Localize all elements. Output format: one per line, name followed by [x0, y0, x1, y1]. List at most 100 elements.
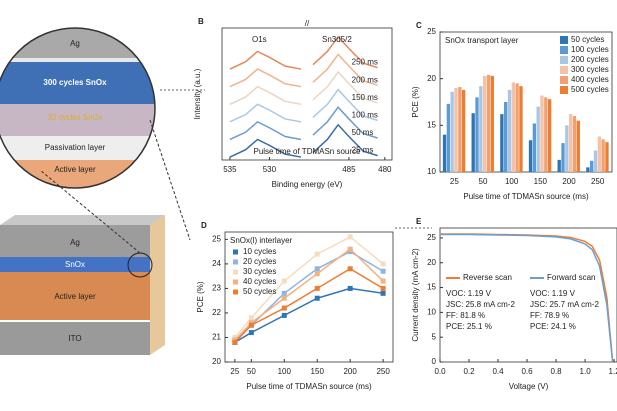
data-line — [312, 106, 378, 139]
bar — [486, 74, 491, 172]
bar — [461, 89, 466, 172]
series-label: 25 ms — [352, 146, 374, 155]
plot-frame — [439, 31, 613, 173]
legend-label: 30 cycles — [243, 267, 276, 276]
bar — [515, 83, 519, 172]
data-line — [234, 287, 384, 344]
panel-letter: B — [198, 17, 204, 26]
bar — [446, 103, 451, 172]
data-line — [229, 103, 302, 123]
x-tick-label: 200 — [343, 367, 357, 376]
data-line — [312, 88, 378, 122]
x-tick-label: 100 — [505, 177, 519, 186]
series-label: 50 ms — [352, 128, 374, 137]
legend-label: 50 cycles — [571, 35, 604, 44]
y-tick-label: 20 — [427, 74, 436, 83]
bar — [475, 97, 479, 172]
data-line — [229, 138, 302, 158]
series-label: 150 ms — [352, 93, 378, 102]
data-point — [380, 261, 386, 267]
x-axis-label: Pulse time of TDMASn source (ms) — [246, 382, 372, 391]
panel-letter: D — [201, 221, 207, 230]
chart-title: SnOx(l) interlayer — [230, 236, 293, 245]
x-tick-label: 250 — [591, 177, 605, 186]
plot-frame — [221, 27, 393, 161]
x-axis-label: Pulse time of TDMASn source (ms) — [463, 192, 589, 201]
legend-label: Forward scan — [547, 273, 595, 282]
layer-label: Active layer — [54, 165, 96, 174]
legend-swatch — [560, 56, 568, 64]
layer-label: Active layer — [54, 292, 96, 301]
zoom-line — [149, 119, 191, 241]
bar — [479, 86, 483, 172]
data-line — [312, 35, 378, 69]
bar — [547, 99, 552, 172]
data-line — [234, 267, 384, 343]
x-tick-label: 0.4 — [492, 367, 504, 376]
y-tick-label: 22 — [212, 308, 221, 317]
legend-marker — [233, 289, 238, 295]
data-point — [347, 285, 353, 291]
x-tick-label: 150 — [534, 177, 548, 186]
series-label: 200 ms — [352, 75, 378, 84]
x-tick-label: 100 — [278, 367, 292, 376]
bar — [504, 102, 508, 172]
data-line — [312, 70, 378, 104]
bar — [561, 143, 565, 172]
legend-label: 100 cycles — [571, 45, 609, 54]
plot-frame — [224, 231, 394, 363]
data-point — [380, 268, 386, 274]
data-point — [281, 278, 287, 284]
data-point — [347, 234, 353, 240]
bar — [605, 142, 609, 172]
y-tick-label: 5 — [432, 332, 437, 341]
data-line — [312, 53, 378, 86]
legend-label: 50 cycles — [243, 287, 276, 296]
bar — [557, 159, 561, 172]
x-tick-label: 50 — [479, 177, 488, 186]
data-point — [314, 295, 320, 301]
y-tick-label: 10 — [427, 167, 436, 176]
y-axis-label: PCE (%) — [196, 281, 205, 312]
data-line — [229, 120, 302, 141]
x-tick-label: 25 — [450, 177, 459, 186]
annotation: VOC: 1.19 V — [446, 289, 492, 298]
annotation: PCE: 24.1 % — [530, 322, 576, 331]
x-tick-label: 1.0 — [580, 367, 592, 376]
bar — [528, 140, 533, 172]
x-tick-label: 1.2 — [609, 367, 617, 376]
legend-marker — [233, 259, 238, 265]
data-point — [281, 312, 287, 318]
layer-label: ITO — [68, 334, 81, 343]
legend-swatch — [560, 66, 568, 74]
y-tick-label: 25 — [212, 234, 221, 243]
layer-label: 300 cycles SnOx — [43, 78, 107, 87]
bar — [450, 91, 454, 172]
x-tick-label: 530 — [263, 165, 277, 174]
bar — [536, 106, 540, 172]
x-tick-label: 535 — [223, 165, 237, 174]
data-line — [229, 85, 302, 106]
layer-label: SnOx — [65, 260, 85, 269]
data-line — [234, 248, 384, 341]
bar — [590, 160, 594, 172]
y-tick-label: 24 — [212, 259, 221, 268]
bar — [601, 139, 605, 172]
x-tick-label: 480 — [378, 165, 392, 174]
y-tick-label: 15 — [427, 283, 436, 292]
x-tick-label: 0.8 — [551, 367, 563, 376]
legend-swatch — [560, 86, 568, 94]
x-axis-label: Binding energy (eV) — [272, 180, 343, 189]
bar — [593, 150, 598, 172]
data-point — [248, 330, 254, 336]
annotation: JSC: 25.8 mA cm-2 — [446, 300, 515, 309]
data-point — [347, 266, 353, 272]
bar — [597, 136, 601, 172]
bar — [483, 75, 487, 172]
data-point — [232, 339, 238, 345]
bar — [490, 75, 494, 172]
data-point — [281, 295, 287, 301]
bar — [586, 167, 590, 172]
y-tick-label: 21 — [212, 333, 221, 342]
